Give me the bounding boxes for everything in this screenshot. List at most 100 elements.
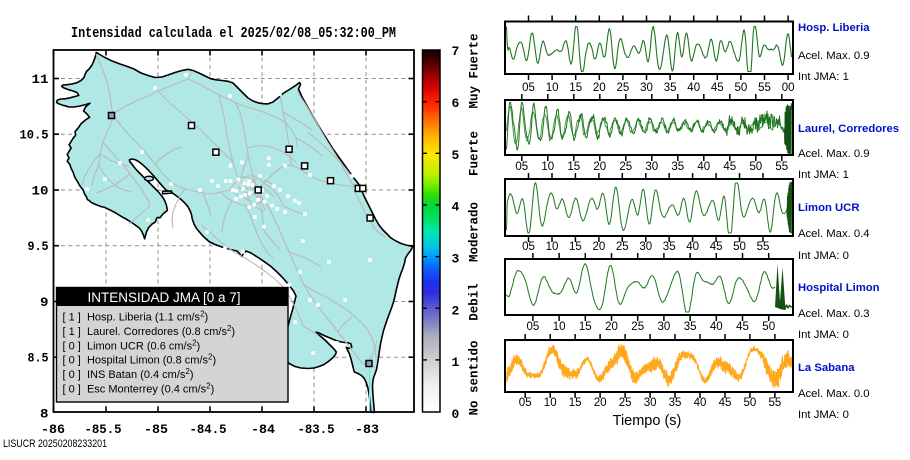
svg-text:5: 5 xyxy=(452,148,460,163)
svg-text:35: 35 xyxy=(664,82,677,94)
svg-text:Hosp. Liberia: Hosp. Liberia xyxy=(798,22,870,34)
svg-text:50: 50 xyxy=(749,161,762,173)
svg-text:[ 1 ] Hosp. Liberia (1.1 cm/s: [ 1 ] Hosp. Liberia (1.1 cm/s2) xyxy=(63,310,209,324)
svg-text:05: 05 xyxy=(515,161,528,173)
svg-text:30: 30 xyxy=(639,241,652,253)
svg-text:25: 25 xyxy=(619,161,632,173)
svg-text:25: 25 xyxy=(617,82,630,94)
svg-text:Debil: Debil xyxy=(468,283,482,321)
svg-text:-84.5: -84.5 xyxy=(190,422,227,437)
svg-text:25: 25 xyxy=(631,321,644,333)
svg-text:[ 0 ] Esc Monterrey (0.4 cm/s: [ 0 ] Esc Monterrey (0.4 cm/s2) xyxy=(63,382,215,396)
svg-text:15: 15 xyxy=(569,82,582,94)
svg-text:Int JMA: 0: Int JMA: 0 xyxy=(798,329,849,341)
svg-text:15: 15 xyxy=(579,321,592,333)
svg-text:40: 40 xyxy=(694,397,707,409)
svg-text:Int JMA: 1: Int JMA: 1 xyxy=(798,169,849,181)
svg-text:Intensidad calculada el 2025/0: Intensidad calculada el 2025/02/08_05:32… xyxy=(71,25,396,42)
svg-text:50: 50 xyxy=(744,397,757,409)
svg-text:20: 20 xyxy=(593,82,606,94)
svg-text:55: 55 xyxy=(758,82,771,94)
svg-text:Int JMA: 0: Int JMA: 0 xyxy=(798,409,849,421)
svg-text:05: 05 xyxy=(527,321,540,333)
svg-text:INTENSIDAD JMA [0 a 7]: INTENSIDAD JMA [0 a 7] xyxy=(88,290,241,305)
svg-text:30: 30 xyxy=(644,397,657,409)
svg-text:55: 55 xyxy=(757,241,770,253)
svg-text:40: 40 xyxy=(710,321,723,333)
svg-text:No sentido: No sentido xyxy=(468,340,482,415)
svg-text:-83: -83 xyxy=(355,422,379,437)
svg-text:Acel. Max. 0.3: Acel. Max. 0.3 xyxy=(798,308,870,320)
svg-text:0: 0 xyxy=(452,407,460,422)
svg-text:30: 30 xyxy=(640,82,653,94)
svg-text:La Sabana: La Sabana xyxy=(798,362,855,374)
svg-text:40: 40 xyxy=(687,82,700,94)
svg-text:20: 20 xyxy=(594,397,607,409)
svg-text:50: 50 xyxy=(762,321,775,333)
svg-text:1: 1 xyxy=(452,355,460,370)
svg-text:Int JMA: 0: Int JMA: 0 xyxy=(798,250,849,262)
svg-text:15: 15 xyxy=(567,161,580,173)
svg-text:11: 11 xyxy=(32,72,49,87)
svg-text:3: 3 xyxy=(452,252,460,267)
svg-text:8: 8 xyxy=(40,407,49,422)
svg-text:Tiempo (s): Tiempo (s) xyxy=(613,413,682,429)
svg-text:15: 15 xyxy=(569,397,582,409)
svg-text:-84: -84 xyxy=(251,422,275,437)
svg-text:6: 6 xyxy=(452,96,460,111)
svg-text:10: 10 xyxy=(541,161,554,173)
svg-text:10: 10 xyxy=(553,321,566,333)
svg-text:20: 20 xyxy=(593,241,606,253)
svg-text:4: 4 xyxy=(452,200,460,215)
svg-text:Acel. Max. 0.9: Acel. Max. 0.9 xyxy=(798,50,870,62)
svg-text:35: 35 xyxy=(684,321,697,333)
svg-text:[ 0 ] Hospital Limon (0.8 cm/: [ 0 ] Hospital Limon (0.8 cm/s2) xyxy=(63,353,217,367)
svg-text:35: 35 xyxy=(671,161,684,173)
svg-text:-83.5: -83.5 xyxy=(298,422,335,437)
svg-text:[ 0 ] INS Batan (0.4 cm/s2): [ 0 ] INS Batan (0.4 cm/s2) xyxy=(63,367,194,381)
svg-text:25: 25 xyxy=(619,397,632,409)
svg-text:30: 30 xyxy=(658,321,671,333)
svg-text:50: 50 xyxy=(735,82,748,94)
svg-text:10: 10 xyxy=(546,82,559,94)
svg-text:10: 10 xyxy=(32,184,49,199)
svg-text:-86: -86 xyxy=(41,422,65,437)
svg-text:7: 7 xyxy=(452,44,460,59)
svg-text:50: 50 xyxy=(733,241,746,253)
svg-text:05: 05 xyxy=(522,82,535,94)
svg-text:Hospital Limon: Hospital Limon xyxy=(798,282,880,294)
svg-text:Limon UCR: Limon UCR xyxy=(798,202,860,214)
svg-text:Muy Fuerte: Muy Fuerte xyxy=(468,33,482,108)
svg-text:2: 2 xyxy=(452,303,460,318)
svg-text:8.5: 8.5 xyxy=(28,351,49,366)
svg-text:9.5: 9.5 xyxy=(28,239,49,254)
svg-text:55: 55 xyxy=(775,161,788,173)
svg-text:45: 45 xyxy=(723,161,736,173)
svg-text:05: 05 xyxy=(522,241,535,253)
svg-text:10: 10 xyxy=(544,397,557,409)
svg-text:45: 45 xyxy=(719,397,732,409)
svg-text:[ 0 ] Limon UCR (0.6 cm/s2): [ 0 ] Limon UCR (0.6 cm/s2) xyxy=(63,338,201,352)
svg-text:45: 45 xyxy=(710,241,723,253)
svg-text:Int JMA: 1: Int JMA: 1 xyxy=(798,71,849,83)
svg-text:15: 15 xyxy=(569,241,582,253)
svg-text:35: 35 xyxy=(663,241,676,253)
svg-text:20: 20 xyxy=(593,161,606,173)
svg-text:Laurel, Corredores: Laurel, Corredores xyxy=(798,123,899,135)
svg-text:40: 40 xyxy=(697,161,710,173)
svg-text:[ 1 ] Laurel. Corredores (0.8: [ 1 ] Laurel. Corredores (0.8 cm/s2) xyxy=(63,324,236,338)
svg-text:30: 30 xyxy=(645,161,658,173)
svg-text:Moderado: Moderado xyxy=(468,202,482,262)
svg-text:10: 10 xyxy=(546,241,559,253)
svg-text:10.5: 10.5 xyxy=(20,128,49,143)
svg-text:-85: -85 xyxy=(144,422,168,437)
svg-text:55: 55 xyxy=(769,397,782,409)
svg-text:45: 45 xyxy=(711,82,724,94)
svg-text:LISUCR 20250208233201: LISUCR 20250208233201 xyxy=(3,438,107,450)
svg-text:20: 20 xyxy=(605,321,618,333)
svg-text:00: 00 xyxy=(782,82,795,94)
svg-text:Fuerte: Fuerte xyxy=(468,131,482,176)
svg-text:45: 45 xyxy=(736,321,749,333)
svg-text:Acel. Max. 0.9: Acel. Max. 0.9 xyxy=(798,148,870,160)
svg-text:Acel. Max. 0.0: Acel. Max. 0.0 xyxy=(798,388,870,400)
